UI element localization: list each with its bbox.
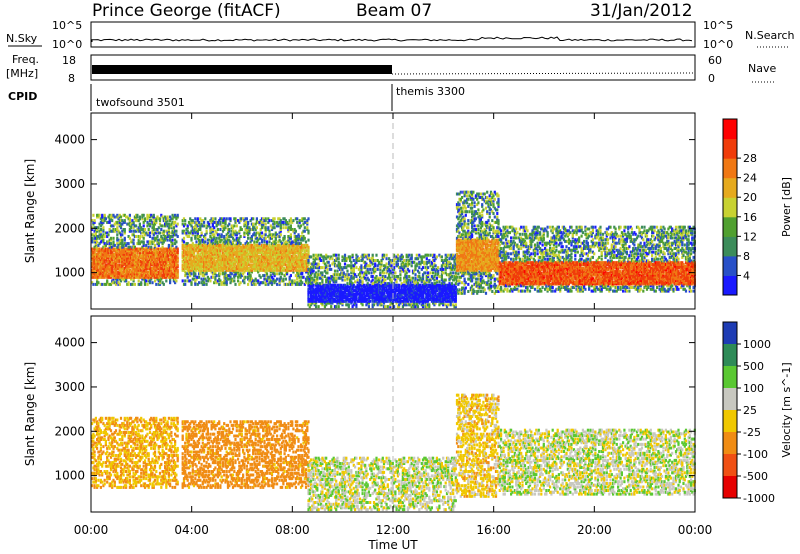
- cpid-label: CPID: [8, 90, 37, 103]
- y-tick-label: 3000: [54, 380, 85, 394]
- colorbar-swatch: [723, 178, 737, 198]
- colorbar-tick-label: 12: [743, 230, 757, 243]
- colorbar-swatch: [723, 454, 737, 477]
- nave-label: Nave: [748, 62, 776, 75]
- colorbar-swatch: [723, 256, 737, 276]
- nsky-label: N.Sky: [6, 32, 38, 45]
- colorbar-swatch: [723, 388, 737, 411]
- colorbar-swatch: [723, 410, 737, 433]
- nsearch-tick-bottom: 10^0: [703, 38, 733, 51]
- freq-tick-bottom: 8: [68, 72, 75, 85]
- nsky-tick-top: 10^5: [52, 19, 82, 32]
- colorbar-swatch: [723, 217, 737, 237]
- x-tick-label: 04:00: [174, 523, 209, 537]
- nave-tick-bottom: 0: [708, 72, 715, 85]
- date-title: 31/Jan/2012: [590, 1, 693, 21]
- x-tick-label: 08:00: [275, 523, 310, 537]
- colorbar-tick-label: 100: [743, 382, 764, 395]
- y-tick-label: 4000: [54, 336, 85, 350]
- colorbar-title: Power [dB]: [780, 177, 793, 237]
- colorbar-tick-label: 4: [743, 269, 750, 282]
- x-axis-title: Time UT: [367, 538, 418, 552]
- colorbar-tick-label: 28: [743, 152, 757, 165]
- x-tick-label: 16:00: [476, 523, 511, 537]
- y-tick-label: 4000: [54, 133, 85, 147]
- colorbar-swatch: [723, 476, 737, 499]
- y-tick-label: 2000: [54, 221, 85, 235]
- nave-trace: [392, 73, 694, 74]
- x-tick-label: 20:00: [577, 523, 612, 537]
- freq-label-1: Freq.: [12, 53, 39, 66]
- colorbar: 1000 500 100 25 -25 -100 -500 -1000 Velocity [m …: [723, 322, 793, 505]
- colorbar-tick-label: 25: [743, 404, 757, 417]
- nsearch-tick-top: 10^5: [703, 19, 733, 32]
- station-title: Prince George (fitACF): [92, 1, 281, 21]
- y-tick-label: 2000: [54, 424, 85, 438]
- colorbar: 4 8 12 16 20 24 28 Power [dB]: [723, 119, 793, 296]
- freq-trace: [92, 65, 392, 74]
- colorbar-swatch: [723, 236, 737, 256]
- colorbar-tick-label: 8: [743, 250, 750, 263]
- colorbar-tick-label: -100: [743, 448, 768, 461]
- cpid-mode-2: themis 3300: [396, 85, 465, 98]
- colorbar-tick-label: 500: [743, 360, 764, 373]
- x-tick-label: 12:00: [376, 523, 411, 537]
- x-tick-label: 00:00: [74, 523, 109, 537]
- colorbar-swatch: [723, 197, 737, 217]
- colorbar-swatch: [723, 119, 737, 139]
- colorbar-swatch: [723, 275, 737, 295]
- x-tick-label: 00:00: [678, 523, 713, 537]
- y-axis-title: Slant Range [km]: [23, 159, 37, 263]
- y-tick-label: 1000: [54, 469, 85, 483]
- y-tick-label: 3000: [54, 177, 85, 191]
- cpid-mode-1: twofsound 3501: [96, 96, 185, 109]
- power-panel: 1000 2000 3000 4000 Slant Range [km] 4 8 12 16 20…: [23, 113, 793, 309]
- colorbar-tick-label: 16: [743, 211, 757, 224]
- nave-tick-top: 60: [708, 54, 722, 67]
- colorbar-tick-label: 1000: [743, 338, 771, 351]
- colorbar-tick-label: 24: [743, 172, 757, 185]
- beam-title: Beam 07: [356, 1, 432, 21]
- colorbar-tick-label: -1000: [743, 492, 775, 505]
- colorbar-swatch: [723, 322, 737, 345]
- freq-label-2: [MHz]: [6, 67, 38, 80]
- nsky-tick-bottom: 10^0: [52, 38, 82, 51]
- colorbar-swatch: [723, 432, 737, 455]
- nsearch-label: N.Search: [745, 29, 795, 42]
- nsky-panel: N.Sky 10^5 10^0 10^5 10^0 N.Search: [6, 19, 795, 51]
- nsky-trace: [92, 37, 692, 42]
- colorbar-tick-label: -25: [743, 426, 761, 439]
- freq-panel: Freq. [MHz] 18 8 60 0 Nave: [6, 53, 776, 85]
- freq-tick-top: 18: [62, 54, 76, 67]
- cpid-row: CPID twofsound 3501 themis 3300: [8, 84, 465, 111]
- colorbar-swatch: [723, 366, 737, 389]
- colorbar-tick-label: 20: [743, 191, 757, 204]
- colorbar-swatch: [723, 344, 737, 367]
- colorbar-swatch: [723, 139, 737, 159]
- colorbar-swatch: [723, 158, 737, 178]
- y-axis-title: Slant Range [km]: [23, 362, 37, 466]
- colorbar-tick-label: -500: [743, 470, 768, 483]
- y-tick-label: 1000: [54, 266, 85, 280]
- colorbar-title: Velocity [m s^-1]: [780, 362, 793, 457]
